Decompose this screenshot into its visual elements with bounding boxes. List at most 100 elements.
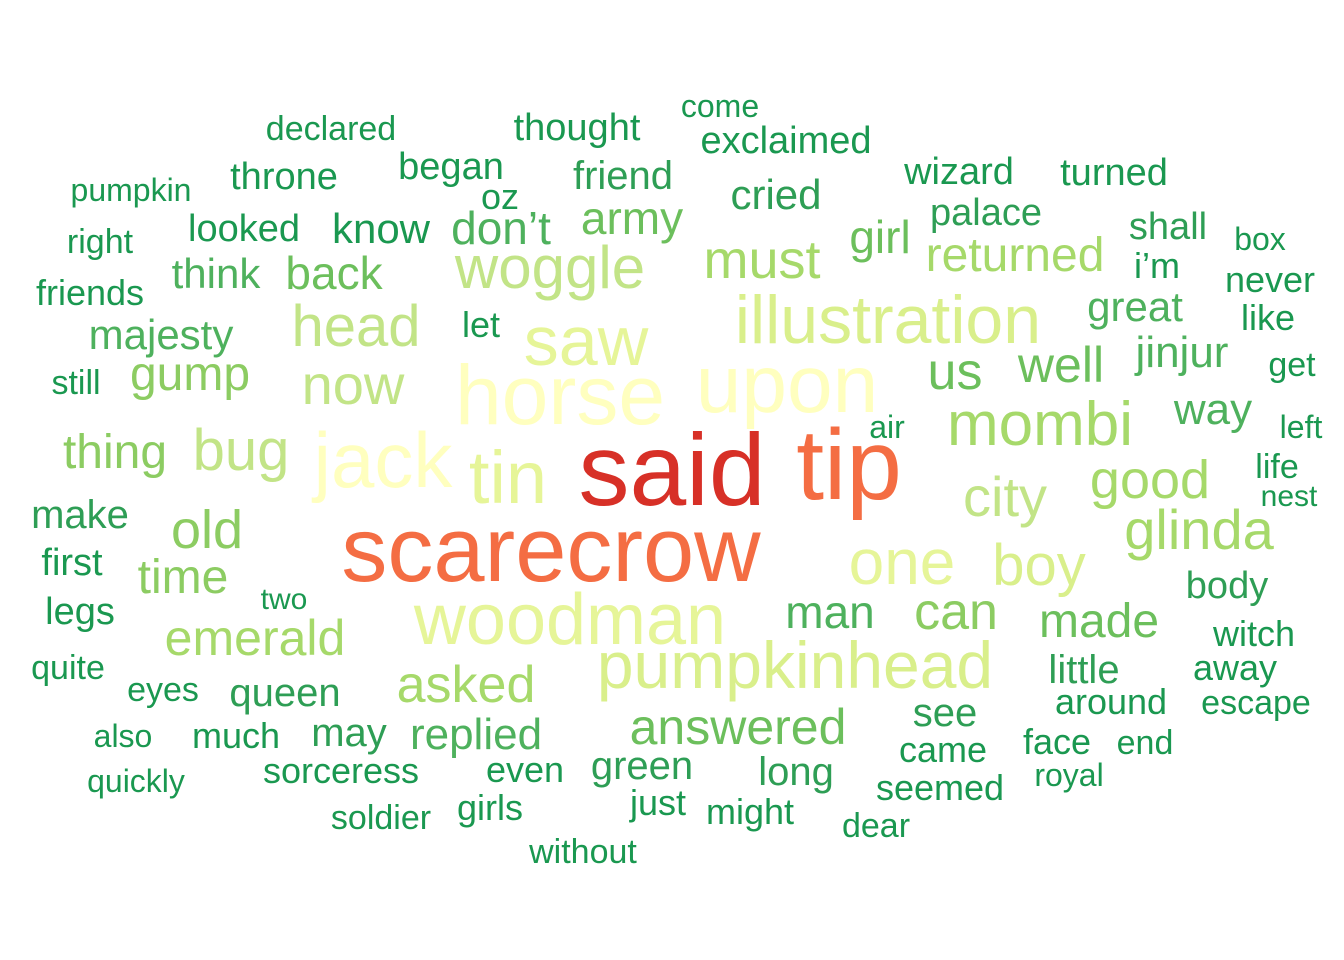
word-air: air [869,409,905,445]
word-little: little [1048,648,1120,692]
word-jinjur: jinjur [1135,328,1229,377]
word-head: head [291,294,421,359]
word-left: left [1279,409,1323,445]
word-right: right [66,223,134,261]
word-gump: gump [129,348,251,401]
word-throne: throne [230,156,338,198]
word-around: around [1054,681,1168,722]
word-well: well [1017,337,1105,393]
word-army: army [580,192,684,244]
word-without: without [529,833,637,871]
word-friends: friends [35,272,145,313]
word-woodman: woodman [413,580,727,660]
word-oz: oz [480,176,520,217]
word-might: might [705,791,795,832]
word-answered: answered [629,699,847,755]
word-glinda: glinda [1124,498,1274,561]
word-also: also [93,718,153,754]
word-green: green [590,744,694,788]
word-turned: turned [1060,152,1168,194]
word-long: long [758,750,834,794]
word-end: end [1116,724,1174,762]
word-way: way [1173,385,1253,434]
word-im: i’m [1134,245,1180,286]
word-city: city [963,465,1047,528]
word-seemed: seemed [875,767,1005,808]
word-declared: declared [265,110,397,148]
word-replied: replied [409,710,543,759]
word-come: come [680,88,760,124]
word-us: us [927,343,983,401]
word-first: first [41,542,103,584]
word-mombi: mombi [946,390,1134,459]
word-make: make [31,493,129,537]
word-began: began [398,146,504,188]
word-made: made [1038,595,1160,648]
word-know: know [331,205,431,252]
word-away: away [1192,647,1278,688]
word-wizard: wizard [904,151,1014,193]
word-shall: shall [1128,206,1208,248]
word-man: man [785,586,875,638]
word-saw: saw [523,302,649,380]
word-still: still [51,364,101,402]
word-came: came [898,729,988,770]
word-thought: thought [513,107,641,149]
word-quickly: quickly [87,763,185,799]
word-friend: friend [572,154,674,198]
word-looked: looked [188,208,300,250]
word-upon: upon [695,339,879,430]
word-never: never [1224,259,1316,300]
word-face: face [1022,721,1092,762]
word-girl: girl [849,211,911,263]
word-soldier: soldier [330,799,432,837]
word-returned: returned [925,229,1105,282]
word-majesty: majesty [88,311,234,358]
word-box: box [1234,221,1286,257]
word-great: great [1087,283,1183,330]
word-witch: witch [1212,613,1296,654]
word-emerald: emerald [164,610,346,666]
word-palace: palace [930,192,1042,234]
word-pumpkinhead: pumpkinhead [596,628,994,702]
word-back: back [285,247,383,299]
word-dont: don’t [451,202,551,254]
word-get: get [1268,346,1316,384]
word-two: two [260,583,308,616]
word-pumpkin: pumpkin [70,172,192,208]
word-much: much [191,715,281,756]
word-can: can [914,583,998,641]
word-let: let [461,304,501,345]
word-horse: horse [454,348,666,442]
word-even: even [485,749,565,790]
word-time: time [137,551,229,604]
word-said: said [578,413,766,527]
word-life: life [1255,448,1299,486]
word-quite: quite [31,649,105,687]
word-nest: nest [1260,480,1318,513]
word-like: like [1240,297,1296,338]
word-cried: cried [730,171,822,218]
word-dear: dear [841,807,911,845]
word-royal: royal [1034,757,1104,793]
word-may: may [311,711,387,755]
word-eyes: eyes [127,671,199,709]
word-girls: girls [456,787,524,828]
word-must: must [703,230,821,290]
word-tin: tin [468,436,548,519]
word-think: think [171,250,261,297]
word-queen: queen [229,671,341,715]
word-thing: thing [62,426,168,479]
word-boy: boy [992,533,1086,598]
word-bug: bug [192,418,290,483]
word-jack: jack [313,416,453,504]
word-illustration: illustration [734,282,1042,358]
word-sorceress: sorceress [262,750,420,791]
word-good: good [1089,450,1211,510]
word-woggle: woggle [454,234,646,301]
word-old: old [170,500,244,560]
word-see: see [912,691,978,735]
word-body: body [1185,565,1269,607]
word-scarecrow: scarecrow [341,499,761,601]
word-now: now [301,353,405,416]
